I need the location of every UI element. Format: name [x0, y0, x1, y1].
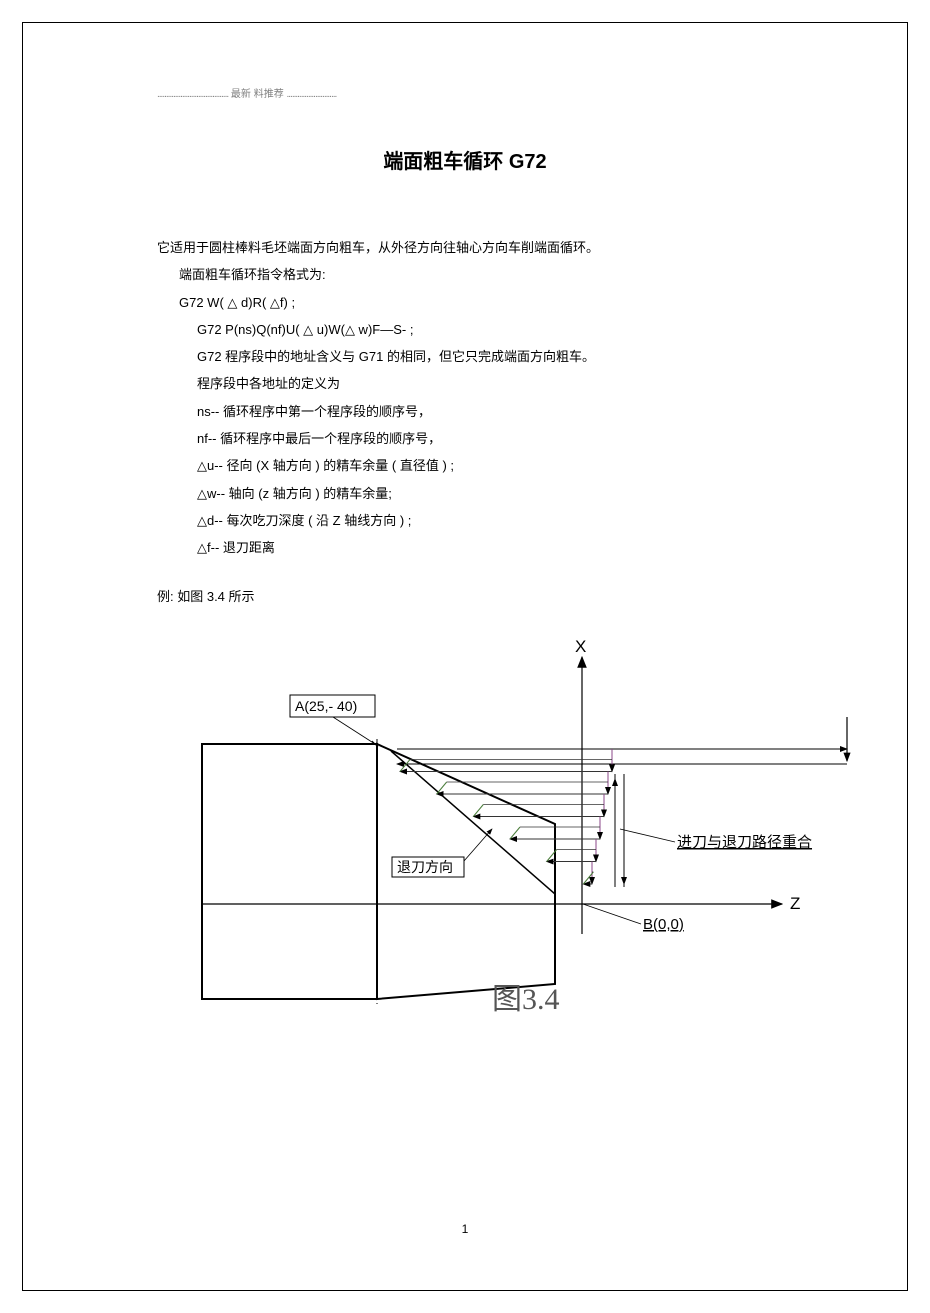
header-note: ........................................… — [157, 85, 908, 100]
def-w: △w-- 轴向 (z 轴方向 ) 的精车余量; — [157, 480, 808, 507]
diagram-container: X Z A(25,- 40) B(0,0) 退刀方向 进刀与退刀路径重合 图3.4 — [157, 629, 877, 1049]
figure-label: 图3.4 — [492, 974, 560, 1018]
svg-text:B(0,0): B(0,0) — [643, 916, 684, 933]
dots-left: ........................................ — [157, 89, 228, 100]
def-u: △u-- 径向 (X 轴方向 ) 的精车余量 ( 直径值 ) ; — [157, 452, 808, 479]
code-line-2: G72 P(ns)Q(nf)U( △ u)W(△ w)F—S- ; — [157, 316, 808, 343]
svg-text:进刀与退刀路径重合: 进刀与退刀路径重合 — [677, 834, 812, 851]
svg-text:A(25,- 40): A(25,- 40) — [295, 698, 357, 714]
def-nf: nf-- 循环程序中最后一个程序段的顺序号， — [157, 425, 808, 452]
svg-text:Z: Z — [790, 894, 800, 913]
para-format-label: 端面粗车循环指令格式为: — [157, 261, 808, 288]
body-text: 它适用于圆柱棒料毛坯端面方向粗车，从外径方向往轴心方向车削端面循环。 端面粗车循… — [22, 234, 908, 562]
def-ns: ns-- 循环程序中第一个程序段的顺序号， — [157, 398, 808, 425]
dots-right: ............................ — [286, 89, 336, 100]
para-note: G72 程序段中的地址含义与 G71 的相同，但它只完成端面方向粗车。 — [157, 343, 808, 370]
page-number: 1 — [22, 1222, 908, 1236]
def-d: △d-- 每次吃刀深度 ( 沿 Z 轴线方向 ) ; — [157, 507, 808, 534]
para-intro: 它适用于圆柱棒料毛坯端面方向粗车，从外径方向往轴心方向车削端面循环。 — [157, 234, 808, 261]
para-defs-label: 程序段中各地址的定义为 — [157, 370, 808, 397]
svg-text:退刀方向: 退刀方向 — [397, 859, 453, 875]
document-content: ........................................… — [22, 22, 908, 1291]
page-title: 端面粗车循环 G72 — [22, 145, 908, 174]
code-line-1: G72 W( △ d)R( △f) ; — [157, 289, 808, 316]
def-f: △f-- 退刀距离 — [157, 534, 808, 561]
example-note: 例: 如图 3.4 所示 — [22, 586, 908, 605]
header-note-text: 最新 料推荐 — [231, 89, 284, 100]
svg-text:X: X — [575, 637, 586, 656]
